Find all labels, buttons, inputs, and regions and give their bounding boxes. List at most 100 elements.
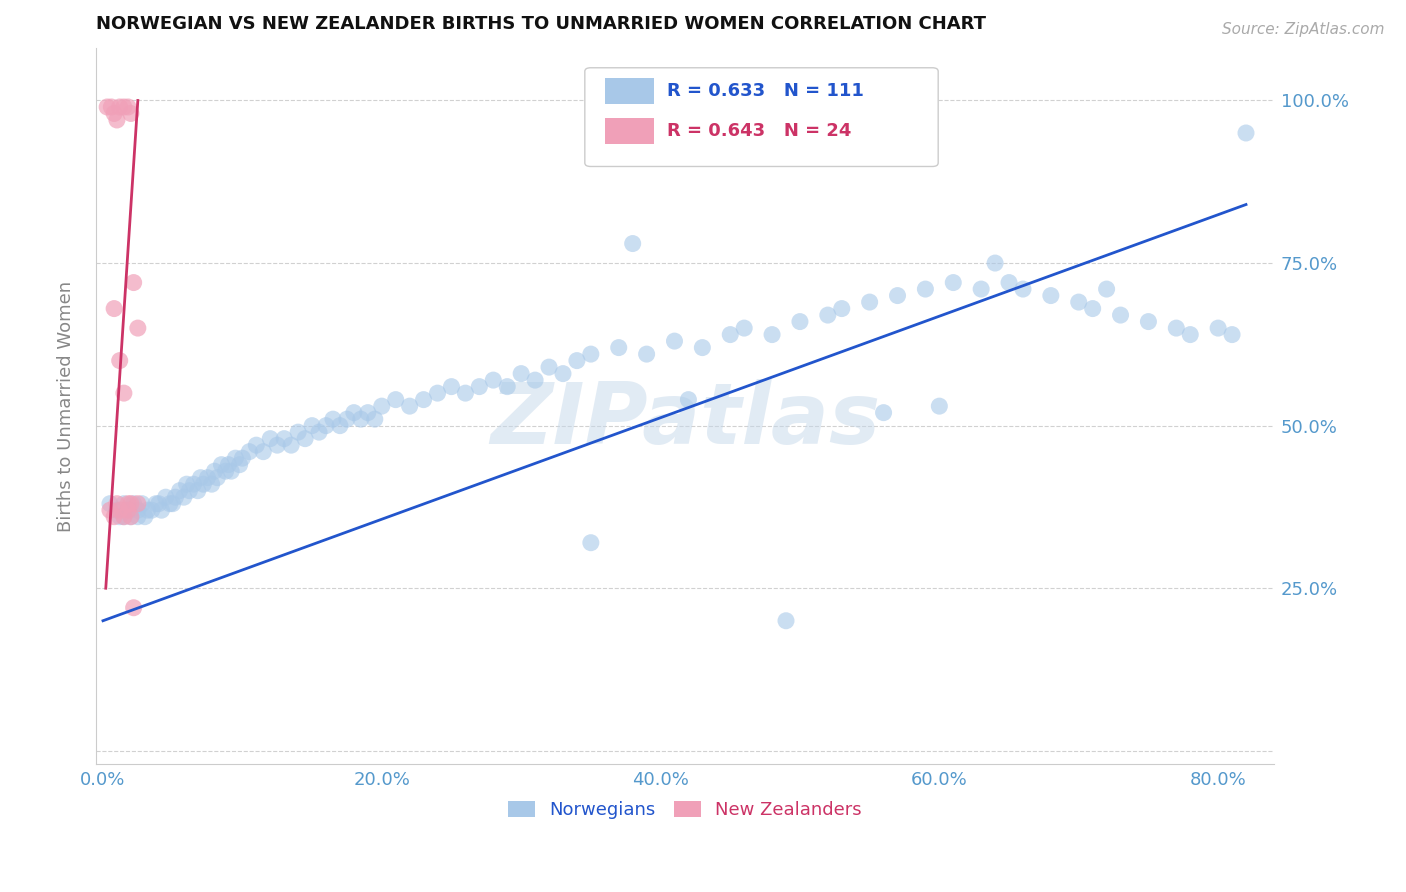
Text: R = 0.643   N = 24: R = 0.643 N = 24 <box>668 121 852 140</box>
Point <box>579 535 602 549</box>
Point <box>1206 321 1229 335</box>
Point <box>914 282 936 296</box>
Point <box>1220 327 1243 342</box>
Point <box>169 483 191 498</box>
Point <box>141 503 163 517</box>
Text: NORWEGIAN VS NEW ZEALANDER BIRTHS TO UNMARRIED WOMEN CORRELATION CHART: NORWEGIAN VS NEW ZEALANDER BIRTHS TO UNM… <box>96 15 986 33</box>
Point <box>371 399 394 413</box>
Point <box>350 412 373 426</box>
Point <box>384 392 406 407</box>
Point <box>120 497 142 511</box>
Point <box>197 471 219 485</box>
Point <box>117 503 139 517</box>
Point <box>120 106 142 120</box>
Point <box>1095 282 1118 296</box>
Point <box>165 490 187 504</box>
Point <box>718 327 741 342</box>
Point <box>315 418 337 433</box>
Point <box>1067 295 1090 310</box>
Point <box>440 379 463 393</box>
Point <box>266 438 288 452</box>
Point <box>664 334 686 348</box>
Point <box>998 276 1021 290</box>
Text: Source: ZipAtlas.com: Source: ZipAtlas.com <box>1222 22 1385 37</box>
Point <box>1109 308 1132 322</box>
Point <box>1012 282 1035 296</box>
Point <box>231 451 253 466</box>
Point <box>1081 301 1104 316</box>
Point <box>219 464 242 478</box>
Point <box>201 477 224 491</box>
Point <box>120 503 142 517</box>
Point <box>551 367 574 381</box>
Point <box>214 464 236 478</box>
Point <box>859 295 882 310</box>
Point <box>145 497 167 511</box>
Y-axis label: Births to Unmarried Women: Births to Unmarried Women <box>58 281 75 532</box>
Point <box>108 353 131 368</box>
Point <box>524 373 547 387</box>
Point <box>120 509 142 524</box>
Point <box>127 321 149 335</box>
Point <box>426 386 449 401</box>
Point <box>1166 321 1188 335</box>
Point <box>273 432 295 446</box>
Point <box>252 444 274 458</box>
Point <box>183 477 205 491</box>
Point <box>179 483 201 498</box>
Point <box>454 386 477 401</box>
Point <box>1137 315 1160 329</box>
Point <box>100 100 122 114</box>
Point <box>148 497 170 511</box>
Point <box>134 509 156 524</box>
Point <box>831 301 853 316</box>
Point <box>103 301 125 316</box>
Point <box>1234 126 1257 140</box>
Point <box>287 425 309 439</box>
Text: R = 0.633   N = 111: R = 0.633 N = 111 <box>668 82 865 100</box>
Point <box>173 490 195 504</box>
Point <box>280 438 302 452</box>
Point <box>131 497 153 511</box>
Point <box>537 360 560 375</box>
Point <box>112 497 135 511</box>
Point <box>187 483 209 498</box>
Point <box>238 444 260 458</box>
Point <box>322 412 344 426</box>
Point <box>120 509 142 524</box>
Point <box>155 490 177 504</box>
Point <box>343 406 366 420</box>
Point <box>105 113 128 128</box>
Point <box>789 315 811 329</box>
Point <box>117 497 139 511</box>
Point <box>482 373 505 387</box>
Point <box>127 509 149 524</box>
Point <box>259 432 281 446</box>
Point <box>364 412 387 426</box>
Point <box>217 458 239 472</box>
Point <box>928 399 950 413</box>
Point <box>176 477 198 491</box>
Point <box>96 100 118 114</box>
Point <box>127 497 149 511</box>
Point <box>103 509 125 524</box>
Point <box>329 418 352 433</box>
Point <box>228 458 250 472</box>
Point <box>692 341 714 355</box>
Point <box>112 509 135 524</box>
Point <box>207 471 229 485</box>
FancyBboxPatch shape <box>585 68 938 167</box>
Point <box>136 503 159 517</box>
Point <box>112 100 135 114</box>
Point <box>942 276 965 290</box>
Point <box>357 406 380 420</box>
Point <box>112 386 135 401</box>
Point <box>193 477 215 491</box>
Point <box>970 282 993 296</box>
Point <box>510 367 533 381</box>
Point <box>98 497 121 511</box>
Point <box>117 503 139 517</box>
Point <box>398 399 420 413</box>
Text: ZIPatlas: ZIPatlas <box>489 379 880 462</box>
Point <box>496 379 519 393</box>
